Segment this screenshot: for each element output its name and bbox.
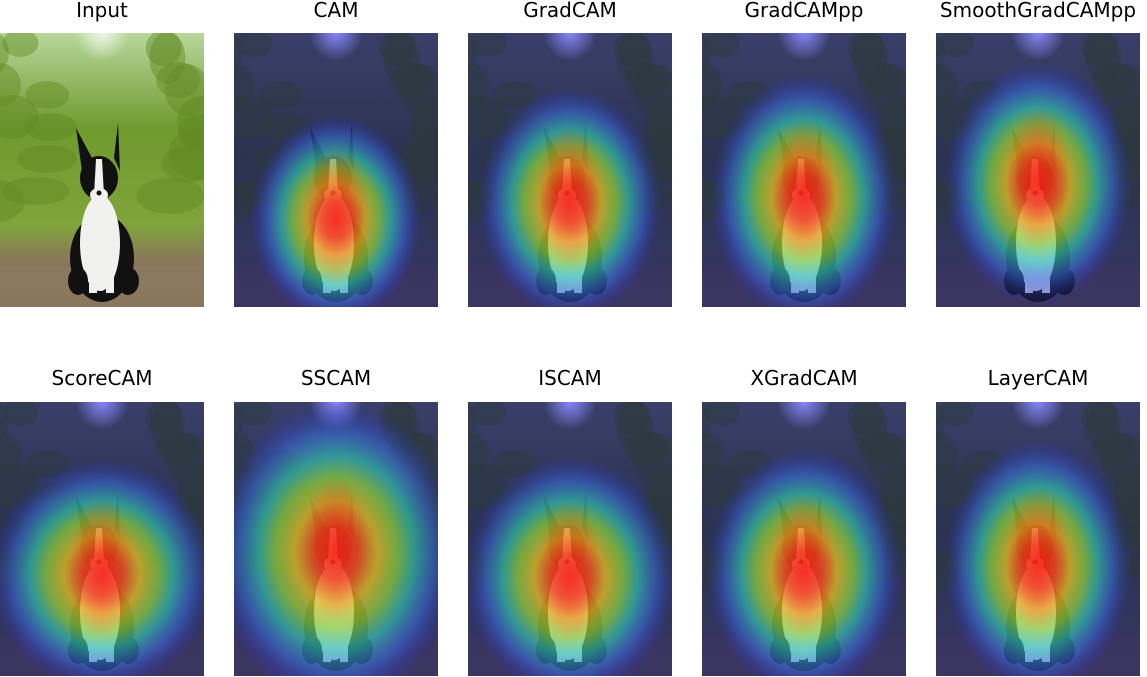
heatmap-overlay-image (468, 402, 672, 676)
panel-title: Input (76, 0, 128, 22)
heatmap-overlay-image (936, 402, 1140, 676)
heatmap-overlay-image (234, 33, 438, 307)
panel-title: SSCAM (300, 366, 372, 390)
input-photo (0, 33, 204, 307)
panel-title: XGradCAM (750, 366, 858, 390)
heatmap-overlay-image (468, 33, 672, 307)
heatmap-overlay-image (234, 402, 438, 676)
panel-title: CAM (313, 0, 359, 22)
panel-title: GradCAM (523, 0, 617, 22)
heatmap-overlay-image (936, 33, 1140, 307)
panel-title: ISCAM (538, 366, 602, 390)
panel-title: SmoothGradCAMpp (939, 0, 1137, 22)
panel-title: LayerCAM (987, 366, 1089, 390)
panel-title: GradCAMpp (744, 0, 864, 22)
heatmap-overlay-image (702, 33, 906, 307)
panel-title: ScoreCAM (51, 366, 153, 390)
heatmap-overlay-image (702, 402, 906, 676)
heatmap-overlay-image (0, 402, 204, 676)
